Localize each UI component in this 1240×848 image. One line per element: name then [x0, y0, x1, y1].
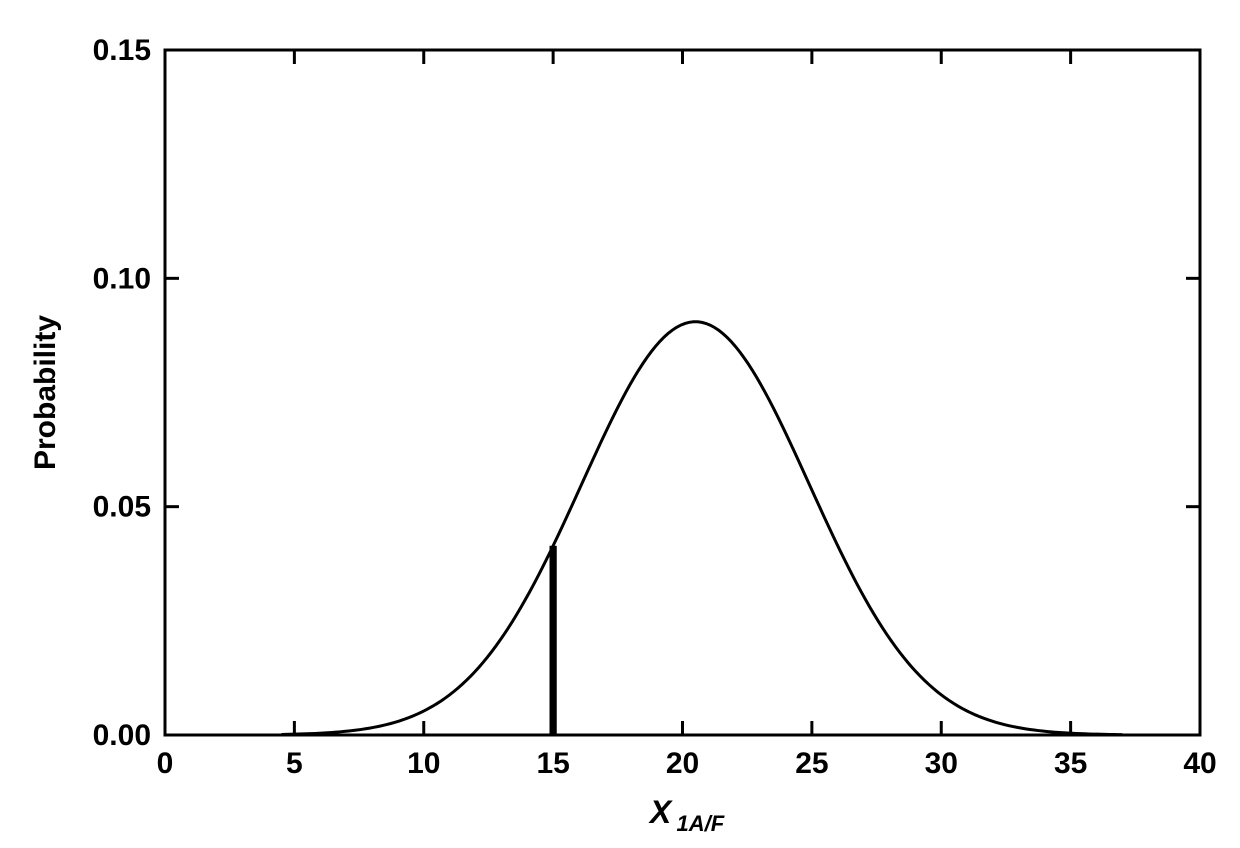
y-tick-label: 0.10 [93, 262, 151, 295]
x-tick-label: 25 [795, 747, 828, 780]
marker-bar [550, 546, 557, 735]
svg-text:X: X [648, 794, 673, 830]
plot-frame [165, 50, 1200, 735]
chart-svg: 0 5 10 15 20 25 30 35 40 0.00 0.05 0.10 0.15 X1A/F Pro… [0, 0, 1240, 848]
x-axis-label: X1A/F [648, 794, 725, 836]
y-tick-label: 0.15 [93, 34, 151, 67]
x-tick-label: 15 [536, 747, 569, 780]
x-tick-label: 35 [1054, 747, 1087, 780]
x-tick-label: 5 [286, 747, 303, 780]
y-axis-label: Probability [29, 315, 62, 470]
x-tick-label: 20 [666, 747, 699, 780]
y-tick-label: 0.05 [93, 491, 151, 524]
svg-text:1A/F: 1A/F [677, 811, 725, 836]
x-tick-label: 0 [157, 747, 174, 780]
probability-curve [281, 322, 1122, 735]
x-tick-label: 10 [407, 747, 440, 780]
y-tick-label: 0.00 [93, 719, 151, 752]
x-tick-label: 40 [1183, 747, 1216, 780]
x-tick-label: 30 [925, 747, 958, 780]
probability-chart: 0 5 10 15 20 25 30 35 40 0.00 0.05 0.10 0.15 X1A/F Pro… [0, 0, 1240, 848]
